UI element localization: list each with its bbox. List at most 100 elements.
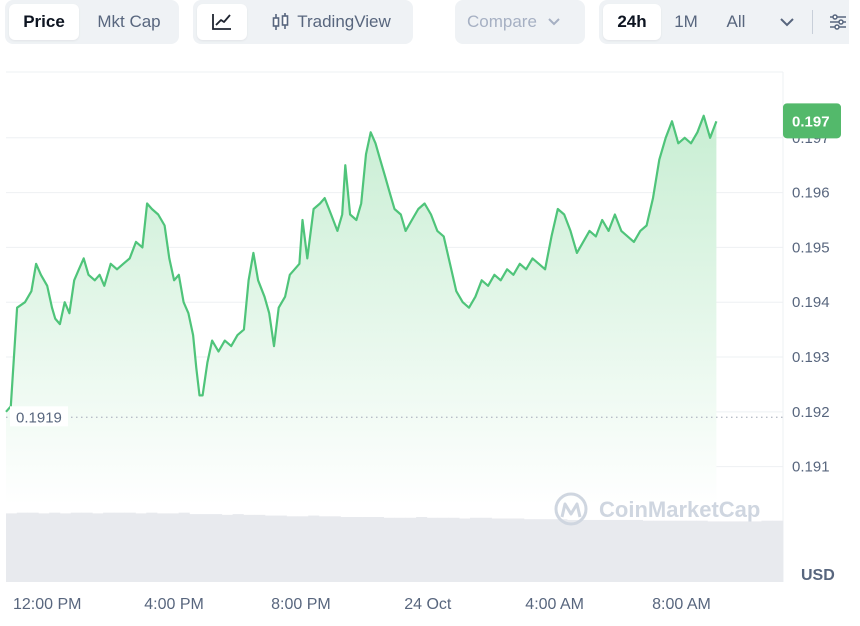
volume-bar bbox=[718, 521, 730, 582]
volume-bar bbox=[567, 519, 579, 582]
volume-bar bbox=[588, 519, 600, 582]
volume-bar bbox=[653, 520, 665, 582]
volume-bar bbox=[556, 519, 568, 582]
volume-bar bbox=[146, 512, 158, 582]
volume-bar bbox=[675, 520, 687, 582]
volume-bar bbox=[124, 512, 136, 582]
volume-bar bbox=[642, 520, 654, 582]
x-tick-label: 12:00 PM bbox=[13, 596, 81, 613]
volume-bar bbox=[405, 517, 417, 582]
range-24h-tab[interactable]: 24h bbox=[603, 4, 661, 40]
volume-bar bbox=[49, 512, 61, 582]
volume-bar bbox=[189, 514, 201, 582]
current-price-badge: 0.197 bbox=[783, 103, 841, 139]
volume-bar bbox=[707, 521, 719, 582]
x-axis: 12:00 PM 4:00 PM 8:00 PM 24 Oct 4:00 AM 8:00 … bbox=[13, 596, 711, 613]
volume-bar bbox=[739, 521, 751, 582]
volume-bar bbox=[502, 518, 514, 582]
coinmarketcap-watermark: CoinMarketCap bbox=[554, 492, 760, 526]
volume-bar bbox=[329, 516, 341, 582]
watermark-text: CoinMarketCap bbox=[599, 497, 760, 522]
volume-bar bbox=[480, 517, 492, 582]
open-price-label: 0.1919 bbox=[10, 406, 68, 427]
volume-bar bbox=[750, 521, 762, 582]
candlestick-icon bbox=[272, 13, 289, 30]
range-more-dropdown[interactable] bbox=[767, 4, 807, 40]
volume-bar bbox=[772, 520, 784, 582]
tradingview-label: TradingView bbox=[297, 12, 391, 31]
chevron-down-icon bbox=[780, 18, 794, 27]
open-price-value: 0.1919 bbox=[16, 409, 62, 426]
time-range-toggle: 24h 1M All bbox=[599, 0, 849, 44]
market-cap-tab[interactable]: Mkt Cap bbox=[97, 12, 161, 31]
x-tick-label: 4:00 AM bbox=[525, 596, 584, 613]
volume-bar bbox=[340, 517, 352, 582]
volume-bar bbox=[470, 517, 482, 582]
volume-bar bbox=[200, 514, 212, 582]
x-tick-label: 4:00 PM bbox=[144, 596, 204, 613]
volume-bar bbox=[437, 517, 449, 582]
volume-bar bbox=[167, 513, 179, 582]
volume-bar bbox=[610, 519, 622, 582]
volume-bar bbox=[491, 518, 503, 582]
y-tick-label: 0.196 bbox=[792, 185, 830, 202]
volume-bar bbox=[729, 521, 741, 582]
volume-bar bbox=[38, 513, 50, 582]
volume-bar bbox=[27, 512, 39, 582]
price-area bbox=[6, 115, 717, 506]
volume-bar bbox=[113, 512, 126, 582]
volume-bar bbox=[685, 520, 697, 582]
volume-bar bbox=[448, 517, 460, 582]
chart-type-toggle: Price Mkt Cap bbox=[5, 0, 179, 44]
volume-bar bbox=[372, 517, 385, 582]
volume-bar bbox=[59, 513, 72, 582]
price-line bbox=[5, 114, 718, 413]
volume-bar bbox=[16, 512, 28, 582]
volume-bar bbox=[761, 520, 773, 582]
tradingview-button[interactable]: TradingView bbox=[255, 4, 407, 40]
x-tick-label: 8:00 AM bbox=[652, 596, 711, 613]
volume-bar bbox=[631, 519, 644, 582]
y-tick-label: 0.195 bbox=[792, 239, 830, 256]
volume-bar bbox=[81, 512, 93, 582]
sliders-icon bbox=[830, 14, 846, 30]
chart-settings-button[interactable] bbox=[823, 4, 849, 40]
volume-bar bbox=[243, 514, 255, 582]
volume-bar bbox=[275, 515, 287, 582]
compare-dropdown[interactable]: Compare bbox=[455, 0, 585, 44]
y-tick-label: 0.193 bbox=[792, 349, 830, 366]
volume-bar bbox=[426, 517, 438, 582]
volume-bar bbox=[265, 515, 277, 582]
volume-bar bbox=[362, 517, 374, 582]
volume-bar bbox=[577, 519, 590, 582]
volume-bar bbox=[524, 519, 536, 582]
volume-bar bbox=[394, 517, 406, 582]
volume-bar bbox=[545, 519, 557, 582]
volume-bar bbox=[221, 514, 233, 582]
x-tick-label: 24 Oct bbox=[404, 596, 452, 613]
range-1m-tab[interactable]: 1M bbox=[674, 12, 698, 31]
volume-bars bbox=[6, 512, 784, 582]
volume-bar bbox=[696, 520, 708, 582]
line-chart-button[interactable] bbox=[197, 4, 247, 40]
y-tick-label: 0.194 bbox=[792, 294, 830, 311]
volume-bar bbox=[211, 514, 223, 582]
price-tab[interactable]: Price bbox=[9, 4, 79, 40]
range-all-tab[interactable]: All bbox=[726, 12, 746, 31]
volume-bar bbox=[297, 516, 309, 582]
chart-toolbar: Price Mkt Cap TradingView Compare bbox=[0, 0, 860, 48]
volume-bar bbox=[70, 512, 82, 582]
volume-bar bbox=[135, 513, 147, 582]
compare-label: Compare bbox=[467, 12, 537, 31]
volume-bar bbox=[351, 517, 363, 582]
volume-bar bbox=[383, 517, 395, 582]
volume-bar bbox=[103, 512, 115, 582]
volume-bar bbox=[157, 513, 169, 582]
volume-bar bbox=[621, 519, 633, 582]
volume-bar bbox=[92, 513, 104, 582]
volume-bar bbox=[534, 519, 546, 582]
currency-label: USD bbox=[801, 567, 835, 584]
volume-bar bbox=[416, 517, 428, 582]
line-chart-icon bbox=[212, 14, 231, 30]
